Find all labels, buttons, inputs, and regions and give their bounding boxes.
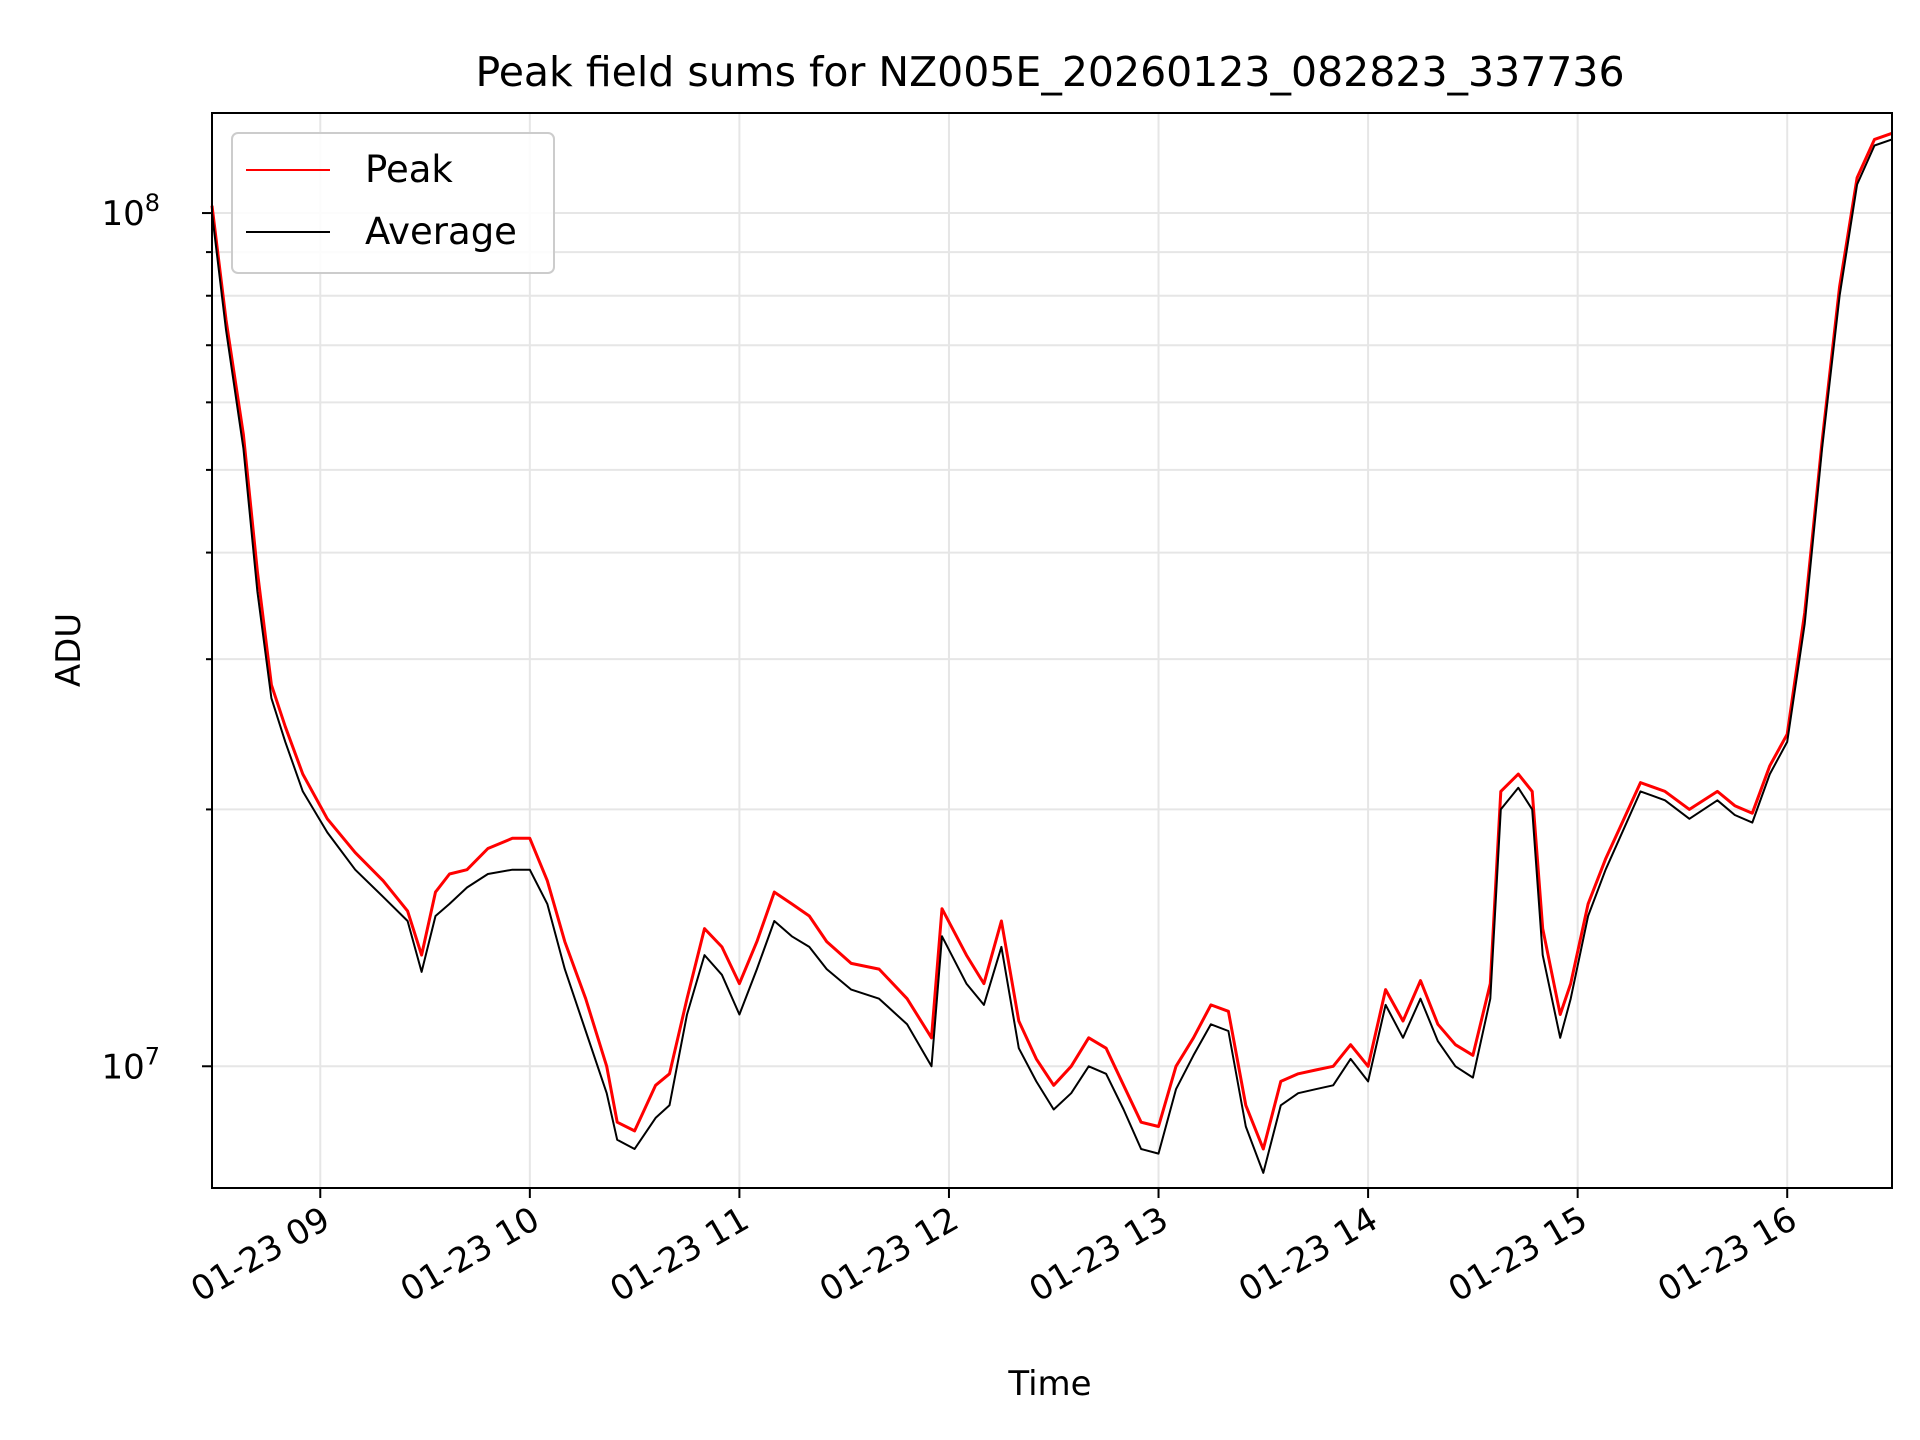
plot-frame: [211, 112, 1893, 1189]
x-axis-label: Time: [1007, 1364, 1091, 1404]
series-layer: [210, 131, 1893, 1174]
y-tick-label: 108: [101, 189, 160, 234]
series-average: [211, 138, 1893, 1174]
y-axis-label: ADU: [49, 613, 89, 687]
legend-box: [231, 132, 555, 274]
chart-title: Peak field sums for NZ005E_20260123_0828…: [475, 48, 1624, 96]
legend-peak-label: Peak: [365, 148, 453, 191]
legend-average-label: Average: [365, 210, 517, 253]
series-peak: [210, 131, 1893, 1151]
legend: Peak Average: [231, 132, 555, 274]
y-tick-label: 107: [101, 1042, 160, 1087]
